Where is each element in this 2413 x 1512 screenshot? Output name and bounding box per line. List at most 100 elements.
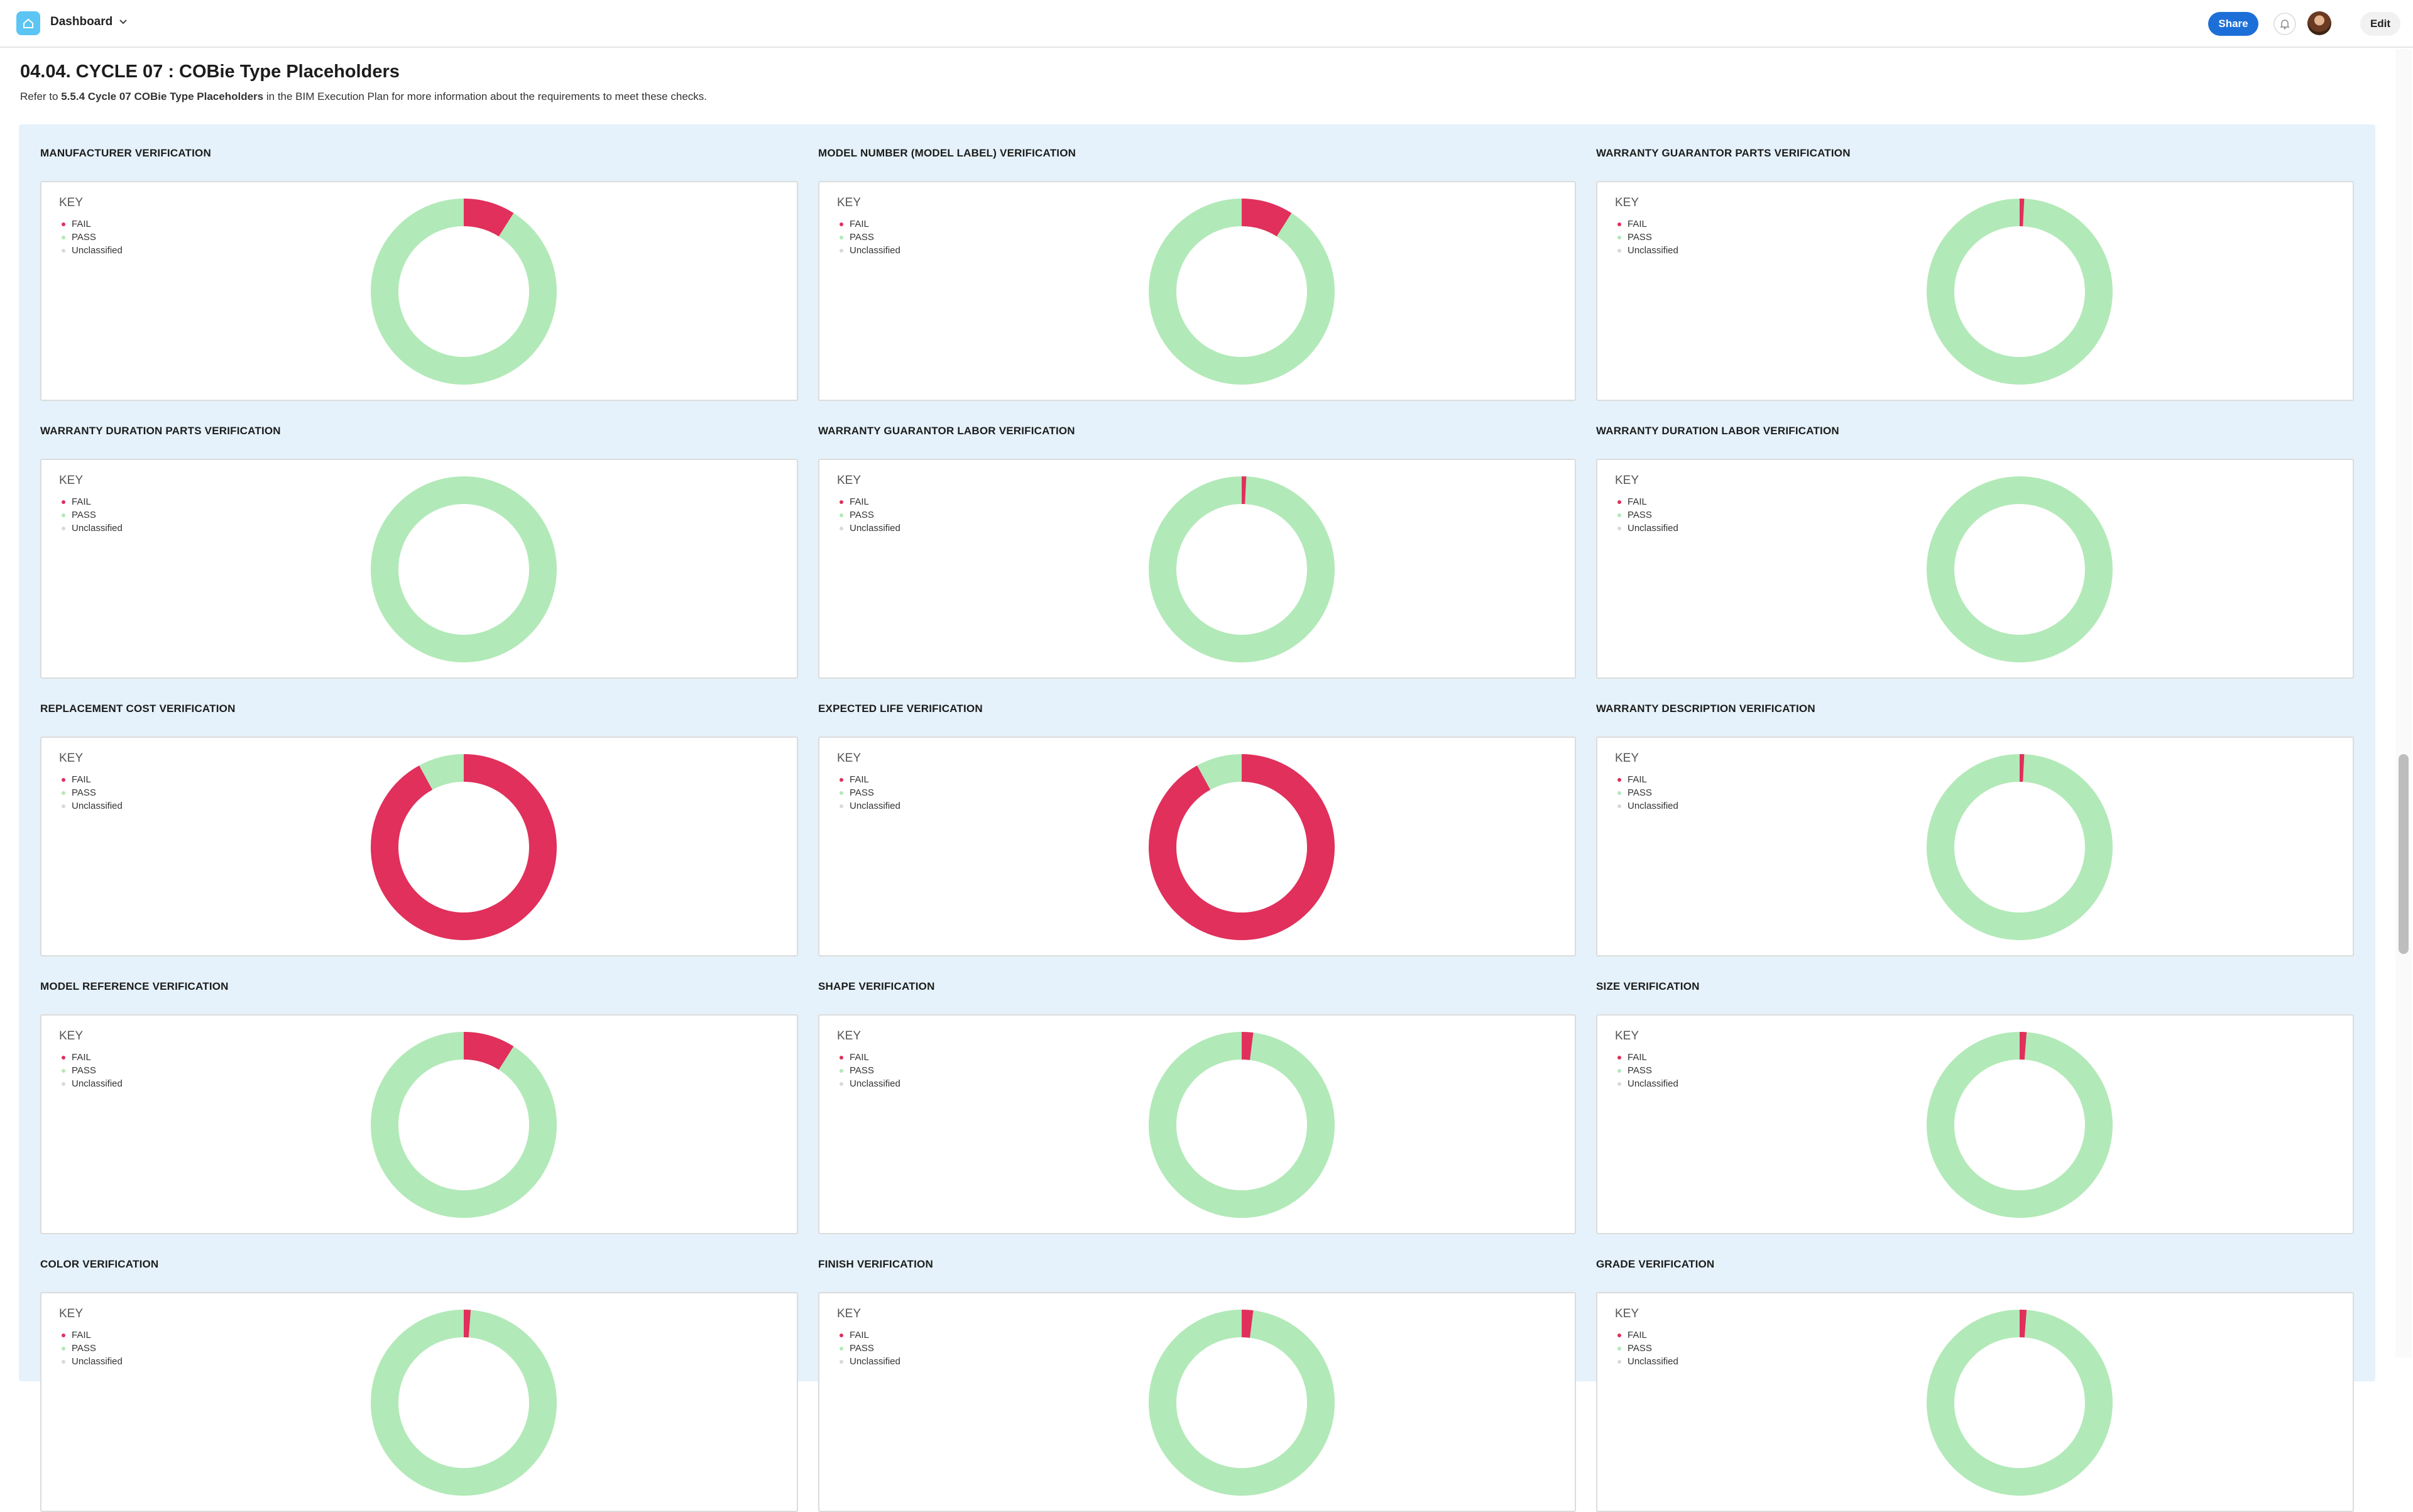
donut-slice-fail[interactable] [1927, 1310, 2113, 1496]
legend-item-pass[interactable]: PASS [1615, 786, 1678, 799]
legend-item-unclassified[interactable]: Unclassified [837, 799, 900, 813]
legend-item-fail[interactable]: FAIL [1615, 217, 1678, 231]
description-reference: 5.5.4 Cycle 07 COBie Type Placeholders [61, 90, 264, 102]
legend-item-fail[interactable]: FAIL [1615, 773, 1678, 786]
legend-item-unclassified[interactable]: Unclassified [59, 522, 123, 535]
donut-slice-pass[interactable] [1149, 1310, 1335, 1496]
legend-item-fail[interactable]: FAIL [1615, 495, 1678, 508]
legend-item-pass[interactable]: PASS [837, 1342, 900, 1355]
donut-slice-fail[interactable] [1149, 1310, 1335, 1496]
donut-slice-fail[interactable] [1927, 1032, 2113, 1218]
donut-slice-fail[interactable] [371, 1032, 557, 1218]
donut-chart[interactable] [369, 753, 558, 941]
donut-slice-pass[interactable] [1927, 199, 2113, 385]
donut-slice-fail[interactable] [1149, 476, 1335, 662]
legend-item-fail[interactable]: FAIL [837, 773, 900, 786]
donut-slice-pass[interactable] [1927, 1310, 2113, 1496]
legend-item-pass[interactable]: PASS [837, 1064, 900, 1077]
home-icon[interactable] [16, 11, 40, 35]
bell-icon[interactable] [2273, 13, 2296, 35]
donut-chart[interactable] [1147, 197, 1336, 386]
chart-title: MODEL REFERENCE VERIFICATION [40, 980, 229, 992]
legend-item-unclassified[interactable]: Unclassified [1615, 1077, 1678, 1090]
legend-item-unclassified[interactable]: Unclassified [1615, 244, 1678, 257]
legend-item-fail[interactable]: FAIL [837, 495, 900, 508]
legend-item-unclassified[interactable]: Unclassified [59, 799, 123, 813]
donut-slice-pass[interactable] [1149, 476, 1335, 662]
legend-item-pass[interactable]: PASS [59, 1064, 123, 1077]
donut-slice-pass[interactable] [1927, 476, 2113, 662]
legend-item-pass[interactable]: PASS [59, 786, 123, 799]
legend-item-pass[interactable]: PASS [1615, 231, 1678, 244]
legend-item-fail[interactable]: FAIL [59, 1051, 123, 1064]
scrollbar-track[interactable] [2395, 49, 2412, 1357]
donut-slice-pass[interactable] [371, 1310, 557, 1496]
donut-chart[interactable] [369, 197, 558, 386]
donut-chart[interactable] [369, 475, 558, 664]
legend-item-unclassified[interactable]: Unclassified [837, 1077, 900, 1090]
donut-chart[interactable] [1925, 753, 2114, 941]
donut-chart[interactable] [369, 1308, 558, 1497]
donut-slice-fail[interactable] [371, 199, 557, 385]
legend-item-unclassified[interactable]: Unclassified [1615, 1355, 1678, 1368]
legend-item-unclassified[interactable]: Unclassified [59, 244, 123, 257]
donut-slice-fail[interactable] [1149, 1032, 1335, 1218]
legend-item-fail[interactable]: FAIL [59, 217, 123, 231]
chart-title: EXPECTED LIFE VERIFICATION [818, 703, 983, 715]
legend-item-fail[interactable]: FAIL [59, 773, 123, 786]
legend-item-unclassified[interactable]: Unclassified [837, 1355, 900, 1368]
donut-chart[interactable] [369, 1031, 558, 1219]
legend-item-unclassified[interactable]: Unclassified [837, 244, 900, 257]
donut-slice-fail[interactable] [371, 1310, 557, 1496]
legend-item-pass[interactable]: PASS [1615, 1342, 1678, 1355]
legend-item-unclassified[interactable]: Unclassified [1615, 522, 1678, 535]
legend-item-pass[interactable]: PASS [1615, 1064, 1678, 1077]
donut-slice-pass[interactable] [371, 1032, 557, 1218]
legend-item-fail[interactable]: FAIL [1615, 1051, 1678, 1064]
donut-slice-pass[interactable] [1149, 1032, 1335, 1218]
donut-slice-pass[interactable] [371, 476, 557, 662]
legend-item-pass[interactable]: PASS [837, 786, 900, 799]
legend-title: KEY [837, 474, 862, 487]
dashboard-selector[interactable]: Dashboard [50, 15, 128, 29]
legend-item-pass[interactable]: PASS [59, 231, 123, 244]
legend-item-unclassified[interactable]: Unclassified [1615, 799, 1678, 813]
legend-item-unclassified[interactable]: Unclassified [837, 522, 900, 535]
avatar[interactable] [2307, 11, 2331, 35]
legend-item-fail[interactable]: FAIL [59, 495, 123, 508]
legend-item-fail[interactable]: FAIL [59, 1328, 123, 1342]
edit-button[interactable]: Edit [2360, 12, 2400, 36]
donut-slice-pass[interactable] [1149, 199, 1335, 385]
donut-slice-fail[interactable] [1149, 754, 1335, 940]
donut-slice-fail[interactable] [371, 754, 557, 940]
legend-item-fail[interactable]: FAIL [837, 1328, 900, 1342]
legend-item-unclassified[interactable]: Unclassified [59, 1077, 123, 1090]
legend-item-pass[interactable]: PASS [59, 508, 123, 522]
donut-chart[interactable] [1925, 197, 2114, 386]
chart-card: KEY FAIL PASS Unclassified [818, 459, 1576, 679]
donut-chart[interactable] [1147, 1031, 1336, 1219]
donut-chart[interactable] [1147, 475, 1336, 664]
legend-dot-unclassified [62, 804, 65, 808]
donut-slice-pass[interactable] [371, 199, 557, 385]
donut-slice-fail[interactable] [1927, 199, 2113, 385]
legend-item-unclassified[interactable]: Unclassified [59, 1355, 123, 1368]
donut-slice-fail[interactable] [1927, 754, 2113, 940]
donut-slice-fail[interactable] [1149, 199, 1335, 385]
donut-slice-pass[interactable] [1927, 754, 2113, 940]
donut-chart[interactable] [1925, 1031, 2114, 1219]
share-button[interactable]: Share [2208, 12, 2258, 36]
legend-item-pass[interactable]: PASS [1615, 508, 1678, 522]
donut-chart[interactable] [1925, 1308, 2114, 1497]
legend-item-pass[interactable]: PASS [59, 1342, 123, 1355]
legend-item-pass[interactable]: PASS [837, 508, 900, 522]
donut-chart[interactable] [1925, 475, 2114, 664]
donut-slice-pass[interactable] [1927, 1032, 2113, 1218]
legend-item-fail[interactable]: FAIL [837, 217, 900, 231]
legend-item-pass[interactable]: PASS [837, 231, 900, 244]
legend-item-fail[interactable]: FAIL [1615, 1328, 1678, 1342]
donut-chart[interactable] [1147, 753, 1336, 941]
legend-item-fail[interactable]: FAIL [837, 1051, 900, 1064]
scrollbar-thumb[interactable] [2399, 754, 2409, 954]
donut-chart[interactable] [1147, 1308, 1336, 1497]
